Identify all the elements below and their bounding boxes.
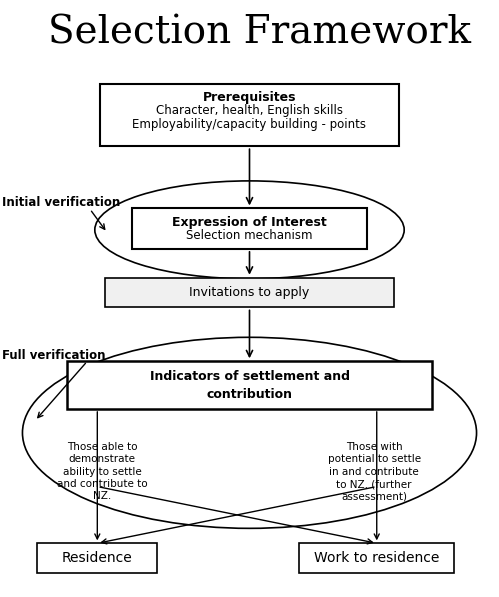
Text: Selection mechanism: Selection mechanism [186,229,313,242]
Text: Indicators of settlement and
contribution: Indicators of settlement and contributio… [150,370,349,401]
Text: Selection Framework: Selection Framework [48,15,471,52]
FancyBboxPatch shape [67,361,432,409]
Text: Initial verification: Initial verification [2,196,121,210]
Text: Invitations to apply: Invitations to apply [190,286,309,299]
Ellipse shape [22,337,477,528]
Text: Those with
potential to settle
in and contribute
to NZ. (further
assessment): Those with potential to settle in and co… [328,442,421,501]
Text: Prerequisites: Prerequisites [203,91,296,104]
Text: Employability/capacity building - points: Employability/capacity building - points [133,118,366,131]
Text: Work to residence: Work to residence [314,551,440,565]
Text: Character, health, English skills: Character, health, English skills [156,104,343,117]
Text: Those able to
demonstrate
ability to settle
and contribute to
NZ.: Those able to demonstrate ability to set… [57,442,148,501]
FancyBboxPatch shape [100,84,399,146]
FancyBboxPatch shape [37,543,157,573]
FancyBboxPatch shape [299,543,454,573]
Text: Expression of Interest: Expression of Interest [172,216,327,229]
FancyBboxPatch shape [132,208,367,249]
FancyBboxPatch shape [105,278,394,307]
Text: Full verification: Full verification [2,349,106,362]
Text: Residence: Residence [62,551,133,565]
Ellipse shape [95,181,404,279]
